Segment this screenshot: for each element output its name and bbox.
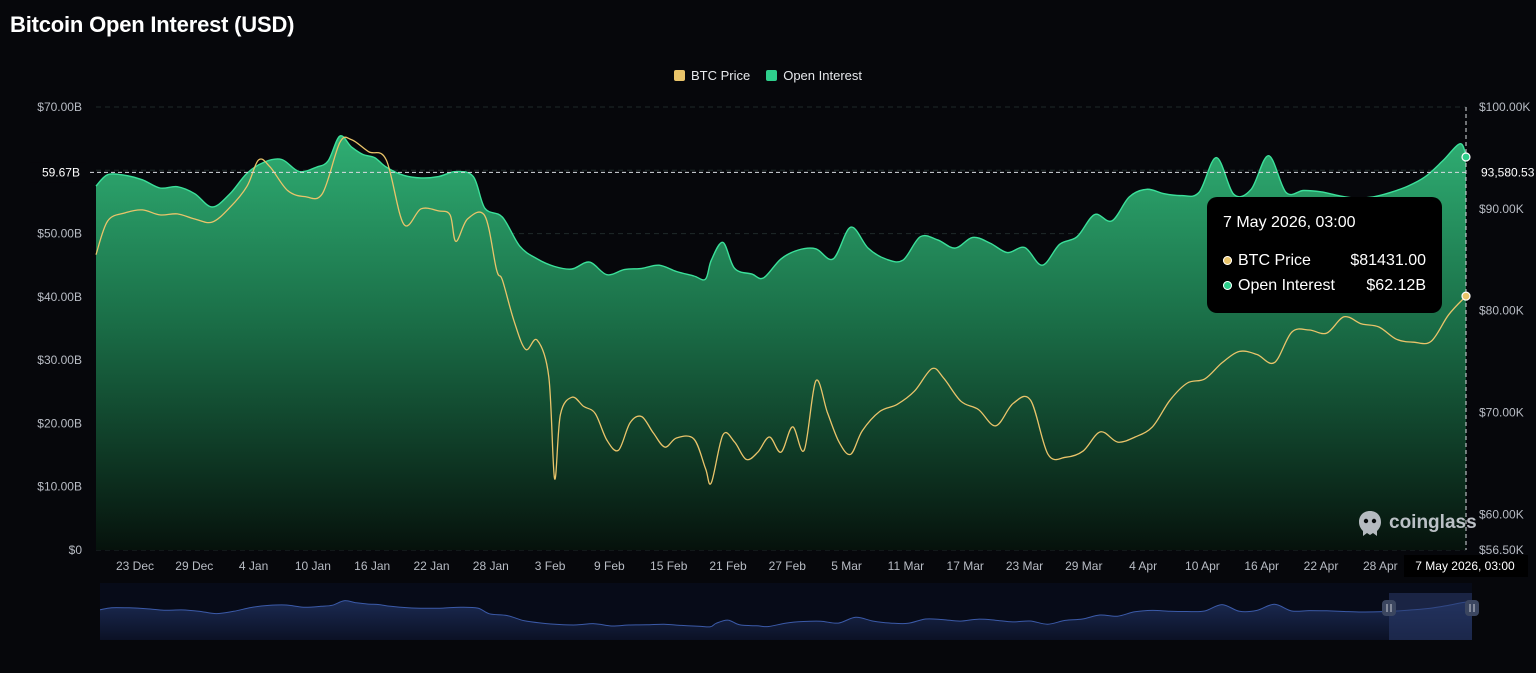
y-left-tick-label: $40.00B bbox=[37, 290, 82, 304]
tooltip-label-btc-price: BTC Price bbox=[1238, 251, 1311, 269]
legend-swatch-btc-price bbox=[673, 70, 685, 81]
tooltip-row-open-interest: Open Interest $62.12B bbox=[1223, 273, 1426, 298]
x-tick-label: 10 Apr bbox=[1185, 559, 1220, 573]
x-tick-label: 27 Feb bbox=[769, 559, 807, 573]
x-tick-label: 4 Jan bbox=[239, 559, 268, 573]
x-tick-label: 4 Apr bbox=[1129, 559, 1157, 573]
btc-price-line bbox=[95, 136, 1467, 485]
x-tick-label: 16 Apr bbox=[1244, 559, 1279, 573]
tooltip: 7 May 2026, 03:00 BTC Price $81431.00 Op… bbox=[1207, 197, 1442, 313]
y-left-tick-label: $50.00B bbox=[37, 227, 82, 241]
x-tick-label: 22 Jan bbox=[413, 559, 449, 573]
x-tick-label: 22 Apr bbox=[1304, 559, 1339, 573]
navigator-handle-left[interactable] bbox=[1382, 600, 1396, 616]
tooltip-date: 7 May 2026, 03:00 bbox=[1223, 214, 1356, 231]
y-left-tick-label: $10.00B bbox=[37, 480, 82, 494]
x-tick-label: 9 Feb bbox=[594, 559, 625, 573]
legend-item-open-interest[interactable]: Open Interest bbox=[766, 68, 862, 83]
crosshair-left-label: 59.67B bbox=[30, 162, 86, 183]
y-axis-right: $56.50K $60.00K $70.00K $80.00K $90.00K $100.… bbox=[1479, 100, 1530, 557]
tooltip-dot-open-interest bbox=[1223, 281, 1232, 290]
tooltip-value-open-interest: $62.12B bbox=[1366, 276, 1426, 294]
navigator-line bbox=[99, 600, 1473, 628]
tooltip-dot-btc-price bbox=[1223, 256, 1232, 265]
open-interest-marker bbox=[1461, 152, 1471, 162]
coinglass-logo-icon bbox=[1359, 511, 1381, 536]
crosshair-date-value: 7 May 2026, 03:00 bbox=[1415, 559, 1515, 573]
x-tick-label: 29 Mar bbox=[1065, 559, 1102, 573]
y-left-tick-label: $70.00B bbox=[37, 100, 82, 114]
btc-price-marker bbox=[1461, 291, 1471, 301]
coinglass-watermark: coinglass bbox=[1357, 509, 1477, 537]
watermark-text: coinglass bbox=[1389, 512, 1477, 533]
crosshair-right-label: 93,580.53 bbox=[1481, 165, 1535, 179]
crosshair-left-value: 59.67B bbox=[42, 165, 80, 179]
navigator-area bbox=[100, 600, 1472, 640]
x-tick-label: 15 Feb bbox=[650, 559, 688, 573]
y-left-tick-label: $30.00B bbox=[37, 353, 82, 367]
crosshair-right-value: 93,580.53 bbox=[1481, 165, 1535, 179]
tooltip-label-open-interest: Open Interest bbox=[1238, 276, 1335, 294]
x-tick-label: 3 Feb bbox=[535, 559, 566, 573]
y-left-tick-label: $20.00B bbox=[37, 416, 82, 430]
x-tick-label: 23 Dec bbox=[116, 559, 154, 573]
legend-swatch-open-interest bbox=[766, 70, 778, 81]
x-tick-label: 11 Mar bbox=[888, 559, 924, 573]
y-right-tick-label: $70.00K bbox=[1479, 406, 1524, 420]
y-right-tick-label: $90.00K bbox=[1479, 202, 1524, 216]
tooltip-value-btc-price: $81431.00 bbox=[1350, 251, 1426, 269]
x-tick-label: 5 Mar bbox=[831, 559, 862, 573]
y-right-tick-label: $56.50K bbox=[1479, 543, 1524, 557]
y-right-tick-label: $60.00K bbox=[1479, 507, 1524, 521]
x-axis: 23 Dec 29 Dec 4 Jan 10 Jan 16 Jan 22 Jan 28 Ja… bbox=[116, 559, 1398, 573]
x-tick-label: 17 Mar bbox=[947, 559, 984, 573]
x-tick-label: 10 Jan bbox=[295, 559, 331, 573]
chart-title: Bitcoin Open Interest (USD) bbox=[10, 12, 295, 37]
crosshair-date-label: 7 May 2026, 03:00 bbox=[1404, 555, 1528, 577]
x-tick-label: 16 Jan bbox=[354, 559, 390, 573]
navigator[interactable] bbox=[99, 583, 1479, 640]
x-tick-label: 21 Feb bbox=[709, 559, 747, 573]
x-tick-label: 29 Dec bbox=[175, 559, 213, 573]
legend-label-open-interest: Open Interest bbox=[783, 68, 862, 83]
y-right-tick-label: $100.00K bbox=[1479, 100, 1530, 114]
y-right-tick-label: $80.00K bbox=[1479, 304, 1524, 318]
navigator-handle-right[interactable] bbox=[1465, 600, 1479, 616]
tooltip-row-btc-price: BTC Price $81431.00 bbox=[1223, 248, 1426, 273]
legend-item-btc-price[interactable]: BTC Price bbox=[673, 68, 751, 83]
legend-label-btc-price: BTC Price bbox=[690, 68, 751, 83]
y-left-tick-label: $0 bbox=[69, 543, 83, 557]
x-tick-label: 28 Jan bbox=[473, 559, 509, 573]
navigator-selection[interactable] bbox=[1389, 593, 1472, 640]
x-tick-label: 23 Mar bbox=[1006, 559, 1043, 573]
open-interest-area bbox=[96, 135, 1466, 550]
legend: BTC Price Open Interest bbox=[0, 68, 1536, 83]
x-tick-label: 28 Apr bbox=[1363, 559, 1398, 573]
open-interest-line bbox=[95, 135, 1467, 281]
